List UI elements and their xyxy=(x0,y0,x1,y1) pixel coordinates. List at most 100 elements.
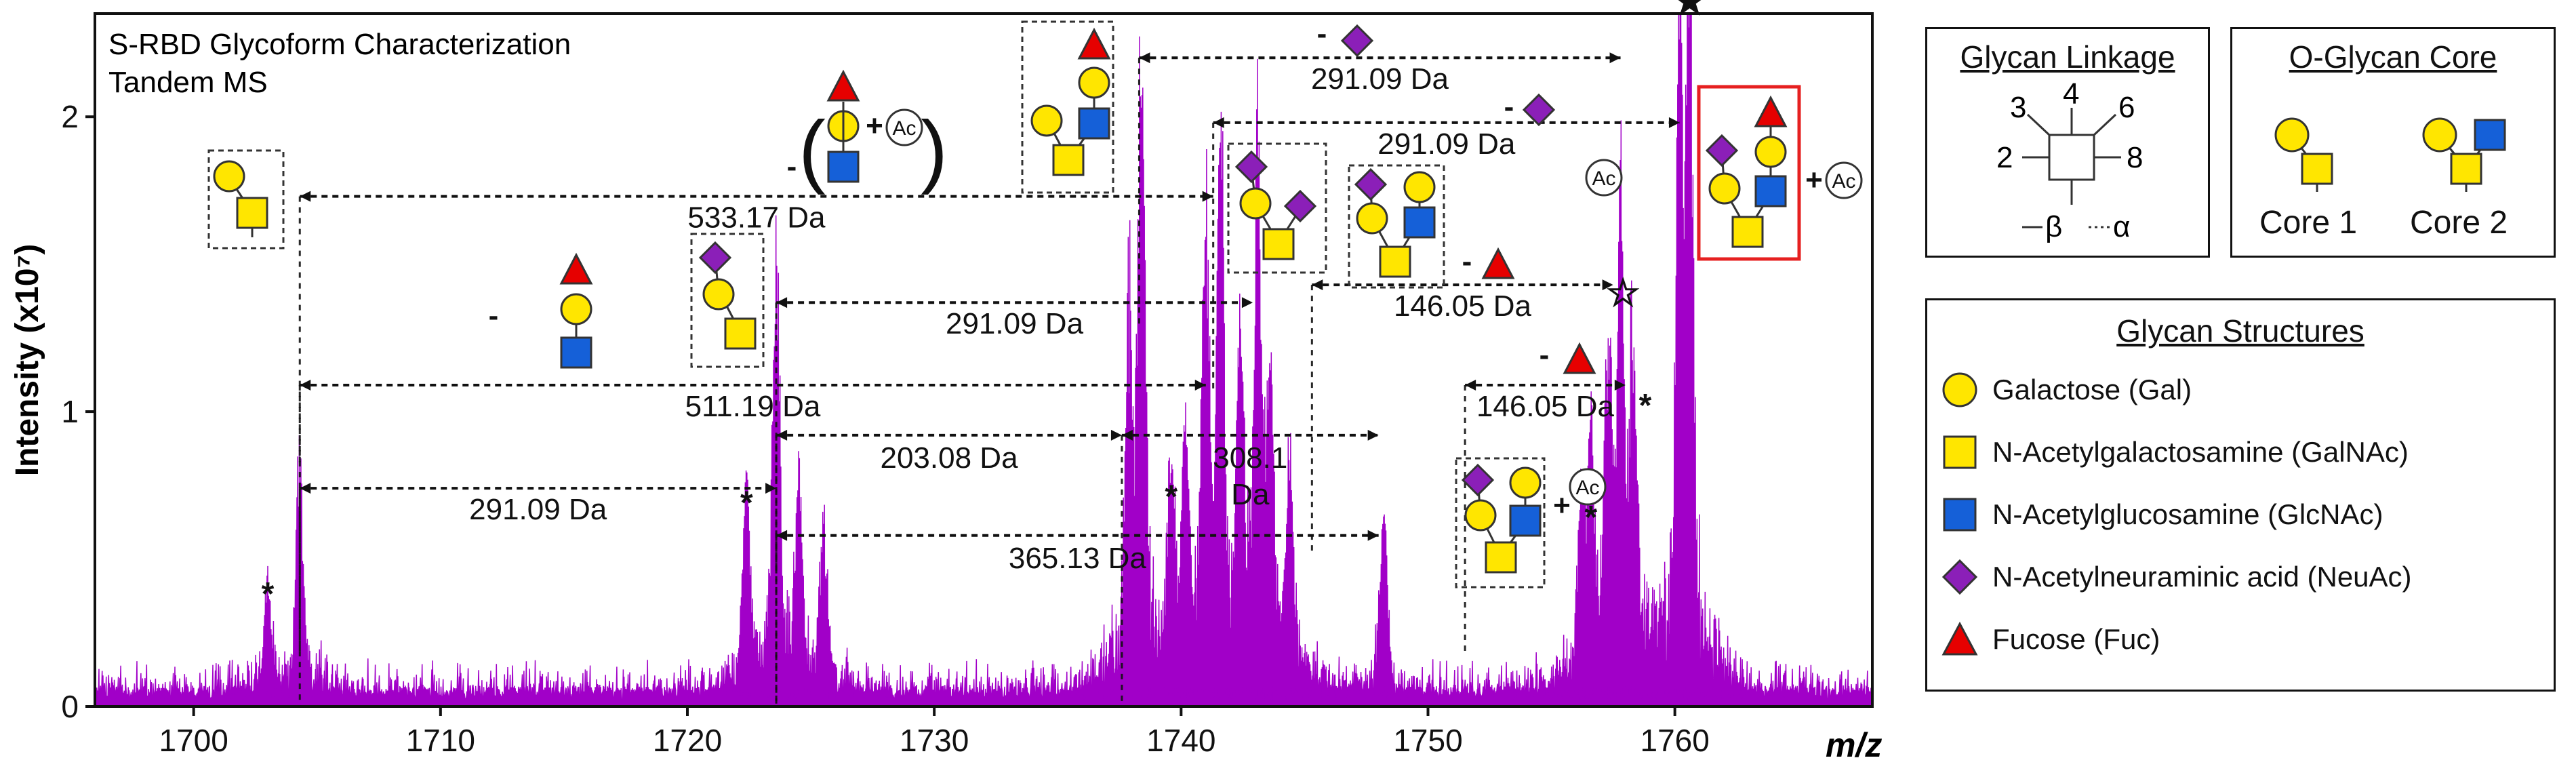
linkage-pos-8: 8 xyxy=(2127,141,2143,174)
mass-diff-label-0: 533.17 Da xyxy=(687,201,826,235)
ac-l-circle xyxy=(1569,468,1607,506)
sign-plus-3: + xyxy=(1805,163,1823,197)
glycan-l-neuac xyxy=(1461,463,1495,497)
mass-diff-arrow-right-9 xyxy=(1602,279,1613,291)
glycan-d-glcnac xyxy=(827,151,860,183)
glycan-m-gal2 xyxy=(1754,136,1787,168)
mass-diff-arrow-left-9 xyxy=(1312,279,1323,291)
glycan-c-galnac xyxy=(724,317,757,350)
glycan-m-gal xyxy=(1708,172,1741,205)
glycan-j-fuc xyxy=(1481,247,1515,279)
glycan-e-gal xyxy=(1030,104,1063,137)
ac-i-circle xyxy=(1585,159,1623,197)
glcnac-icon xyxy=(1943,498,1977,532)
legend-label-neuac: N-Acetylneuraminic acid (NeuAc) xyxy=(1992,561,2412,593)
glycan-h-gal2 xyxy=(1403,171,1436,203)
mass-diff-arrow-left-8 xyxy=(776,530,788,541)
legend-item-neuac: N-Acetylneuraminic acid (NeuAc) xyxy=(1941,558,2412,596)
sign-minus-2: - xyxy=(787,150,797,183)
mass-diff-arrow-left-6 xyxy=(776,429,788,441)
glycan-b-gal xyxy=(560,293,592,325)
linkage-legend-title: Glycan Linkage xyxy=(1960,39,2175,75)
glycan-l-gal xyxy=(1464,499,1497,532)
core-diagrams xyxy=(2274,117,2506,192)
mass-diff-arrow-left-0 xyxy=(300,191,311,202)
glycan-f-neuac xyxy=(1340,24,1374,58)
linkage-pos-2: 2 xyxy=(1996,141,2013,174)
mass-diff-label-6: 203.08 Da xyxy=(880,441,1018,475)
mass-diff-arrow-left-4 xyxy=(300,379,311,391)
glycan-l-gal2 xyxy=(1509,466,1542,499)
sign-minus-4: - xyxy=(1504,90,1514,123)
legend-label-gal: Galactose (Gal) xyxy=(1992,374,2192,405)
linkage-pos-4: 4 xyxy=(2063,79,2079,111)
mass-diff-label-1: 291.09 Da xyxy=(1311,62,1449,96)
peak-marker-1: * xyxy=(740,485,753,521)
core2-glycan xyxy=(2422,117,2506,192)
glycan-i-neuac xyxy=(1522,93,1556,127)
x-tick-label-5: 1750 xyxy=(1393,723,1462,758)
structures-legend: Glycan Structures Galactose (Gal) N-Acet… xyxy=(1925,298,2556,692)
glycan-h-gal xyxy=(1356,202,1388,235)
peak-marker-2: * xyxy=(1165,479,1178,515)
core1-glycan xyxy=(2274,117,2333,192)
y-tick-label-1: 1 xyxy=(61,394,79,429)
mass-diff-arrow-right-4 xyxy=(1194,379,1206,391)
ac-d-label: Ac xyxy=(892,117,916,140)
mass-diff-label-7-unit: Da xyxy=(1231,478,1270,511)
glycan-box-highlight xyxy=(1697,85,1801,261)
sign-plus-1: + xyxy=(866,109,883,142)
legend-item-fuc: Fucose (Fuc) xyxy=(1941,620,2160,658)
glycan-m-glcnac xyxy=(1754,175,1787,207)
neuac-icon xyxy=(1941,559,1978,595)
legend-label-galnac: N-Acetylgalactosamine (GalNAc) xyxy=(1992,436,2409,468)
glycan-g-neuac2 xyxy=(1283,189,1317,223)
mass-diff-label-5: 291.09 Da xyxy=(469,493,607,526)
x-tick-label-2: 1720 xyxy=(653,723,722,758)
peak-marker-0: * xyxy=(262,576,275,612)
legend-item-gal: Galactose (Gal) xyxy=(1941,371,2192,409)
x-tick-label-3: 1730 xyxy=(900,723,969,758)
glycan-m-galnac xyxy=(1731,216,1764,248)
x-tick-label-4: 1740 xyxy=(1146,723,1215,758)
sign-minus-6: - xyxy=(1539,338,1550,372)
glycan-e-gal-top xyxy=(1078,66,1110,99)
linkage-diagram: 3 4 6 2 8 β α xyxy=(1996,79,2143,243)
glycan-g-neuac1 xyxy=(1234,150,1268,184)
fucose-icon xyxy=(1941,621,1978,656)
ac-m-label: Ac xyxy=(1832,170,1855,193)
mass-diff-arrow-right-2 xyxy=(1668,117,1680,128)
legend-item-galnac: N-Acetylgalactosamine (GalNAc) xyxy=(1941,433,2409,471)
mass-diff-arrow-left-3 xyxy=(776,297,788,308)
glycan-c-neuac xyxy=(698,241,732,275)
legend-label-glcnac: N-Acetylglucosamine (GlcNAc) xyxy=(1992,498,2383,530)
glycan-box-g xyxy=(1227,142,1327,274)
ac-d-circle xyxy=(885,108,923,146)
mass-diff-label-10: 146.05 Da xyxy=(1476,390,1615,423)
legend-item-glcnac: N-Acetylglucosamine (GlcNAc) xyxy=(1941,496,2383,534)
glycan-a-galnac xyxy=(236,197,268,229)
galactose-icon xyxy=(1942,372,1977,407)
glycan-d-fuc xyxy=(826,69,860,102)
glycan-b-glcnac xyxy=(560,336,592,369)
x-tick-label-0: 1700 xyxy=(159,723,228,758)
core-legend-title: O-Glycan Core xyxy=(2289,39,2497,75)
mass-diff-arrow-right-6 xyxy=(1110,429,1122,441)
glycan-m-neuac xyxy=(1705,134,1739,167)
linkage-pos-3: 3 xyxy=(2010,91,2026,124)
glycan-e-galnac xyxy=(1052,144,1085,176)
ac-i-label: Ac xyxy=(1592,167,1615,190)
glycan-e-glcnac xyxy=(1078,107,1110,140)
mass-diff-label-4: 511.19 Da xyxy=(685,390,821,423)
y-tick-label-0: 0 xyxy=(61,689,79,724)
ac-m-circle xyxy=(1825,161,1863,199)
mass-diff-label-9: 146.05 Da xyxy=(1394,290,1532,323)
mass-diff-label-3: 291.09 Da xyxy=(946,307,1084,340)
structures-legend-title: Glycan Structures xyxy=(2116,313,2364,348)
paren-open: ( xyxy=(799,104,826,195)
y-axis-label: Intensity (x10⁷) xyxy=(9,244,45,477)
legend-label-fuc: Fucose (Fuc) xyxy=(1992,623,2160,655)
glycan-e-fuc xyxy=(1077,27,1111,60)
peak-marker-6: ★ xyxy=(1672,0,1706,22)
